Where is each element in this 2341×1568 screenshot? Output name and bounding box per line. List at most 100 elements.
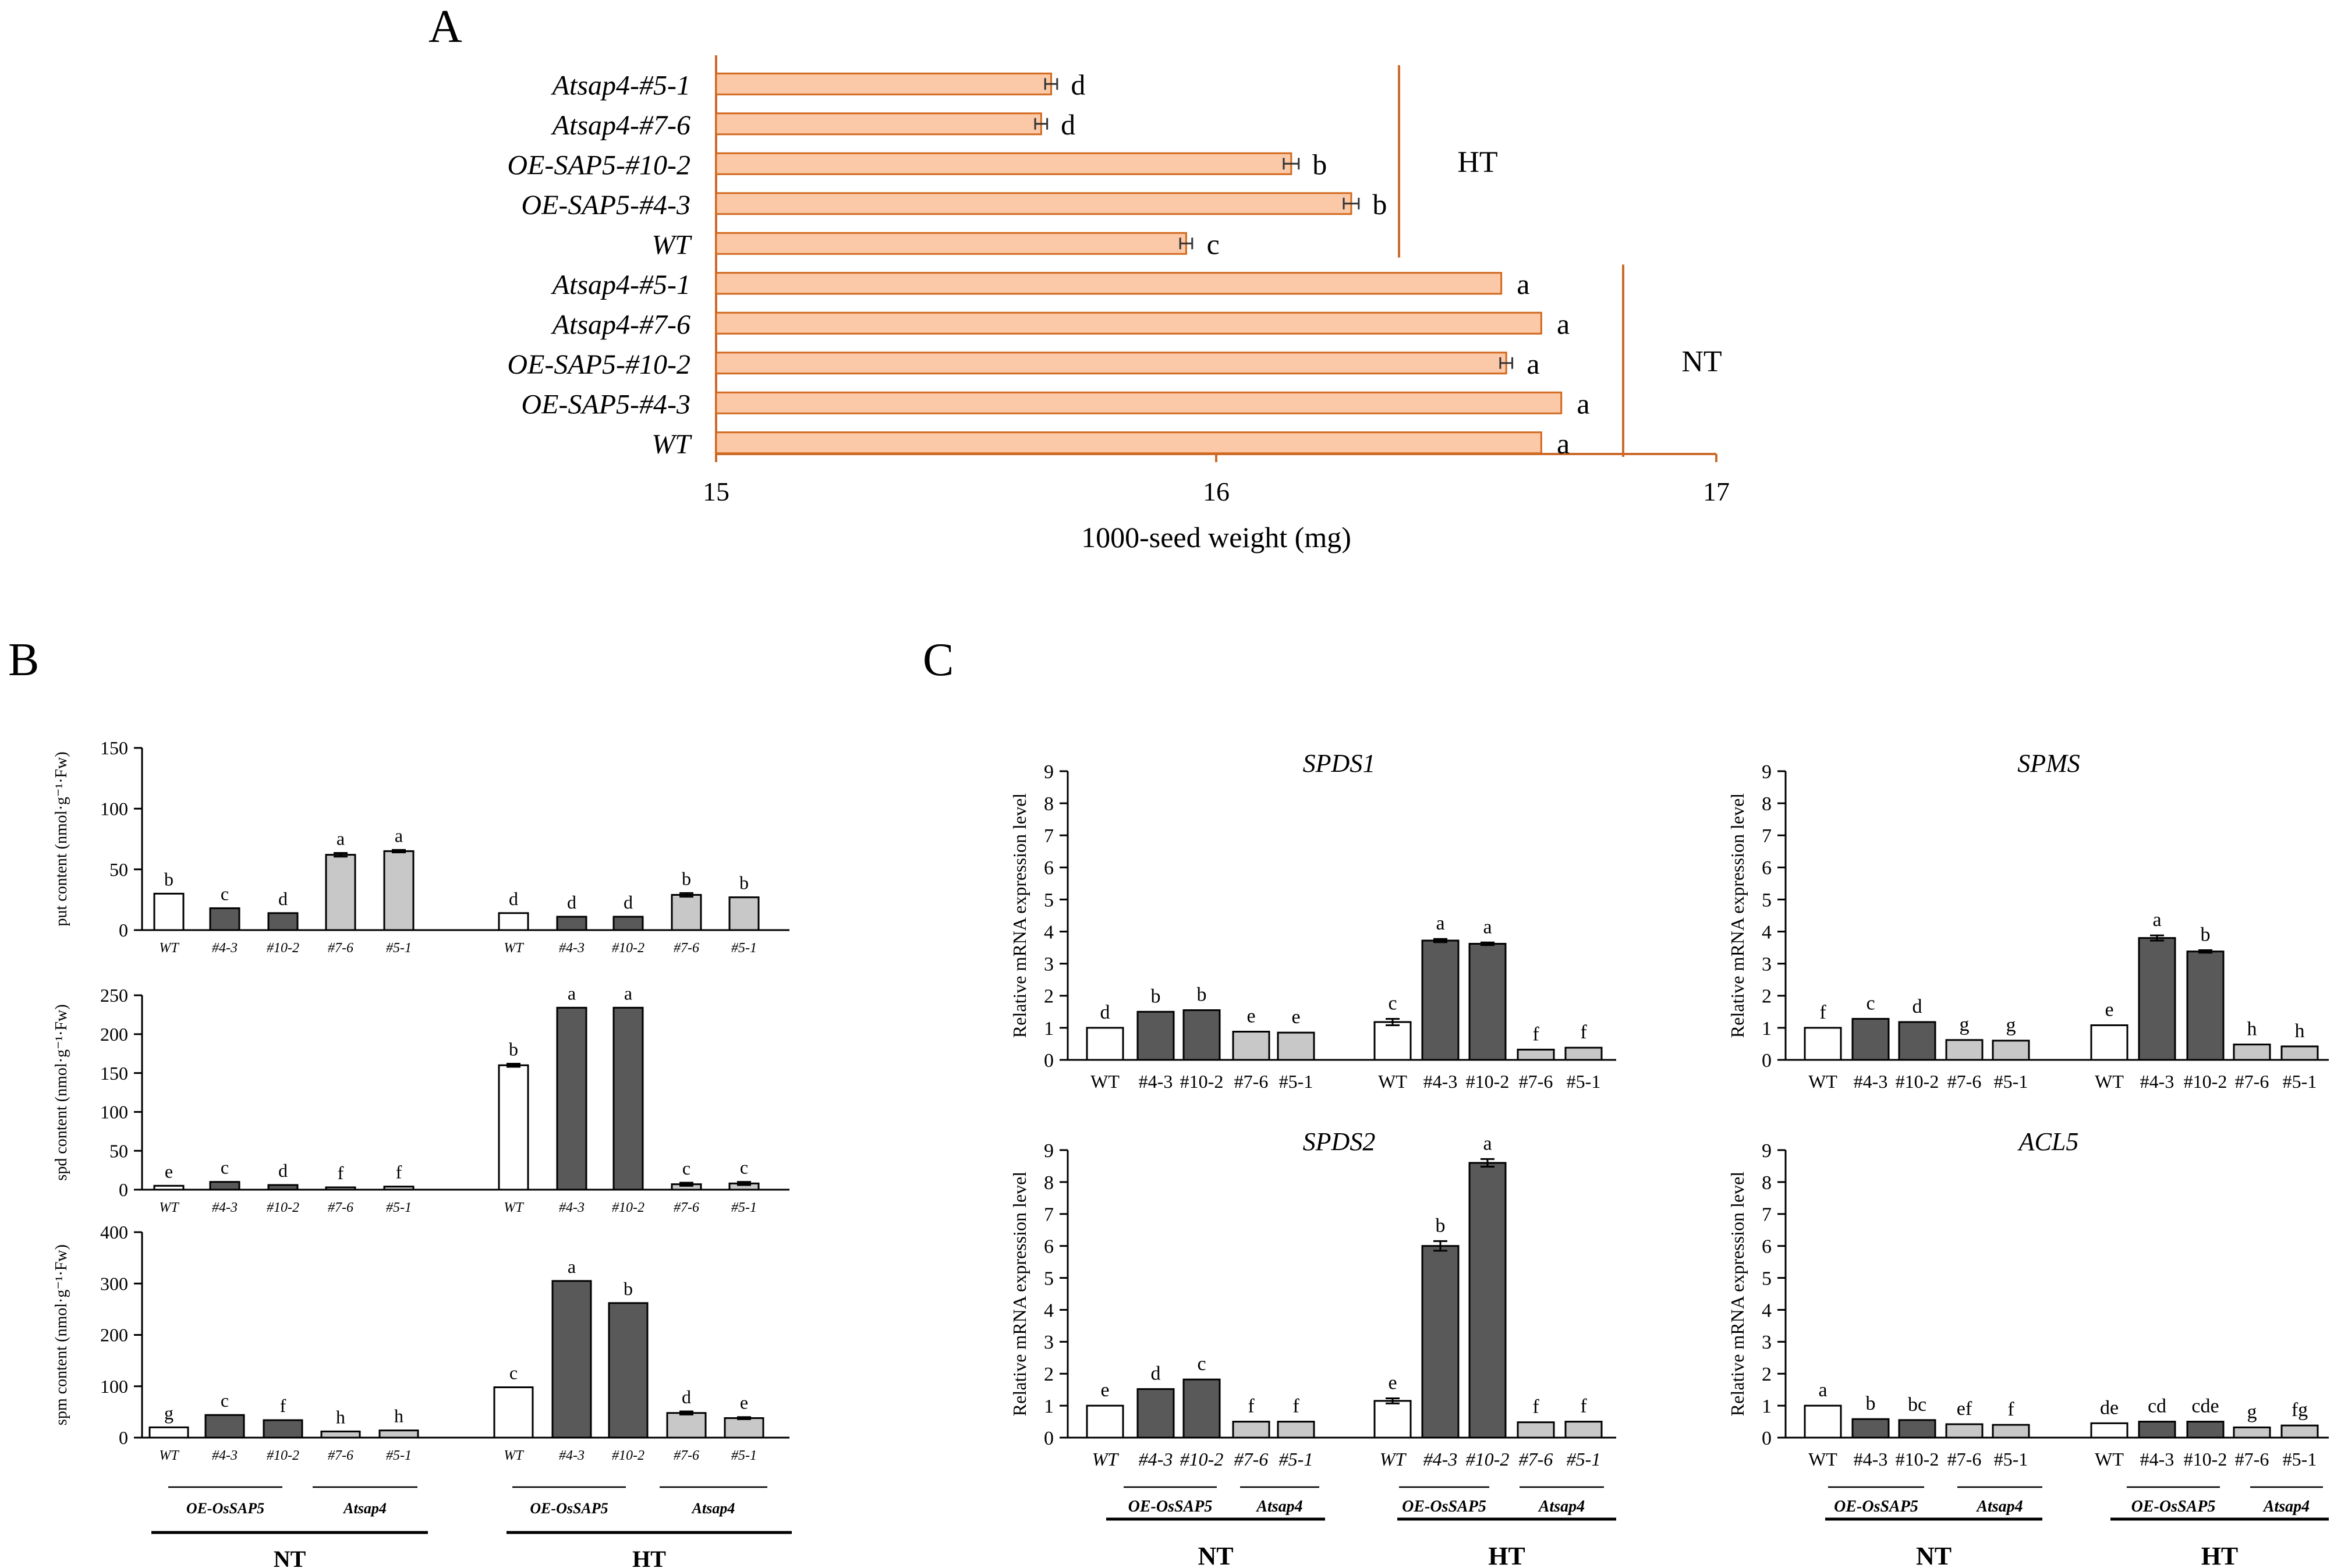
category-label: WT — [1380, 1449, 1407, 1470]
sig-letter: d — [278, 888, 288, 909]
bar — [556, 1006, 587, 1191]
bar — [1232, 1421, 1270, 1439]
y-tick-label: 8 — [1762, 1172, 1772, 1194]
sig-letter: b — [1436, 1215, 1446, 1236]
bar — [209, 1181, 240, 1191]
sig-letter: c — [740, 1157, 748, 1178]
sig-letter: g — [164, 1402, 173, 1423]
category-label: #7-6 — [1234, 1449, 1269, 1470]
bar — [1373, 1021, 1412, 1061]
sig-letter: e — [740, 1392, 748, 1413]
category-label: OE-SAP5-#10-2 — [507, 349, 690, 380]
bar — [2186, 950, 2225, 1061]
category-label: Atsap4-#5-1 — [551, 70, 690, 101]
sig-letter: cd — [2148, 1396, 2166, 1417]
bar — [325, 854, 356, 931]
sig-letter: b — [164, 868, 173, 889]
y-tick-label: 6 — [1762, 1236, 1772, 1258]
sig-letter: fg — [2292, 1399, 2308, 1421]
bar — [498, 912, 529, 931]
bar — [2186, 1421, 2225, 1439]
y-tick-label: 2 — [1044, 1364, 1054, 1385]
chart-spms: 0 1 2 3 4 5 6 7 8 9 Relative mRNA expression level… — [1727, 749, 2329, 1092]
sig-letter: b — [1866, 1393, 1876, 1414]
category-label: WT — [651, 429, 692, 460]
category-label: #5-1 — [1279, 1449, 1313, 1470]
category-label: WT — [1090, 1071, 1120, 1092]
category-label: #7-6 — [2235, 1449, 2269, 1470]
category-label: #4-3 — [559, 1200, 585, 1215]
bar — [1468, 942, 1507, 1061]
category-label: #7-6 — [1234, 1071, 1269, 1092]
y-tick-label: 3 — [1762, 1332, 1772, 1353]
category-label: #5-1 — [386, 941, 412, 956]
sig-letter: f — [1248, 1396, 1255, 1417]
bar — [320, 1430, 361, 1439]
sig-letter: e — [165, 1161, 173, 1182]
y-tick-label: 5 — [1762, 1268, 1772, 1289]
category-label: OE-SAP5-#4-3 — [521, 190, 690, 221]
category-label: #10-2 — [1466, 1071, 1510, 1092]
y-tick-label: 5 — [1762, 889, 1772, 911]
category-label: #5-1 — [731, 1448, 757, 1463]
y-tick-label: 150 — [100, 1063, 128, 1084]
y-tick-label: 400 — [100, 1222, 128, 1243]
panel-label-b: B — [8, 634, 39, 686]
y-tick-label: 1 — [1762, 1018, 1772, 1040]
x-tick-label: 16 — [1203, 477, 1230, 506]
bar — [612, 1006, 644, 1191]
category-label: #5-1 — [1994, 1071, 2028, 1092]
bar — [1136, 1010, 1175, 1061]
category-label: #5-1 — [386, 1448, 412, 1463]
bar — [1804, 1404, 1842, 1439]
bar — [148, 1426, 189, 1439]
sig-letter: a — [1818, 1379, 1827, 1401]
sig-letter: a — [624, 982, 632, 1003]
y-tick-label: 9 — [1762, 761, 1772, 783]
chart-title: SPDS2 — [1303, 1127, 1376, 1156]
y-tick-label: 200 — [100, 1325, 128, 1346]
bar — [1421, 939, 1460, 1061]
sig-letter: d — [1913, 996, 1922, 1017]
y-tick-label: 4 — [1044, 921, 1054, 943]
bar — [715, 232, 1187, 255]
sig-letter: h — [336, 1406, 345, 1427]
bar — [1898, 1021, 1936, 1061]
y-tick-label: 9 — [1044, 1140, 1054, 1162]
bar — [1945, 1039, 1984, 1061]
y-tick-label: 1 — [1762, 1396, 1772, 1417]
category-label: WT — [504, 1448, 524, 1463]
sig-letter: h — [2247, 1019, 2257, 1040]
sig-letter: b — [1372, 188, 1387, 221]
sig-letter: c — [221, 1157, 229, 1178]
y-tick-label: 6 — [1044, 1236, 1054, 1258]
y-tick-label: 4 — [1044, 1300, 1054, 1321]
sig-letter: c — [221, 883, 229, 904]
sig-letter: g — [1960, 1014, 1970, 1035]
bar — [2233, 1426, 2271, 1439]
sig-letter: f — [338, 1162, 344, 1183]
category-label: #10-2 — [1466, 1449, 1510, 1470]
bar — [1421, 1245, 1460, 1439]
y-tick-label: 0 — [1762, 1428, 1772, 1449]
category-label: #10-2 — [1896, 1449, 1939, 1470]
group-label-atsap4: Atsap4 — [1975, 1498, 2023, 1516]
group-label-oe: OE-OsSAP5 — [1834, 1498, 1918, 1516]
category-label: #5-1 — [1567, 1449, 1601, 1470]
bar — [204, 1414, 245, 1439]
sig-letter: e — [1388, 1372, 1397, 1393]
sig-letter: ef — [1957, 1398, 1972, 1420]
category-label: #5-1 — [731, 1200, 757, 1215]
bar — [1517, 1421, 1555, 1439]
bar — [1517, 1048, 1555, 1061]
chart-title: SPDS1 — [1303, 749, 1376, 778]
category-label: WT — [159, 1200, 179, 1215]
bar — [1992, 1040, 2030, 1061]
category-label: #7-6 — [2235, 1071, 2269, 1092]
sig-letter: f — [1532, 1023, 1539, 1045]
category-label: #7-6 — [328, 1200, 353, 1215]
sig-letter: b — [1197, 984, 1207, 1006]
y-tick-label: 7 — [1762, 1204, 1772, 1226]
y-tick-label: 1 — [1044, 1396, 1054, 1417]
bar — [551, 1280, 592, 1439]
